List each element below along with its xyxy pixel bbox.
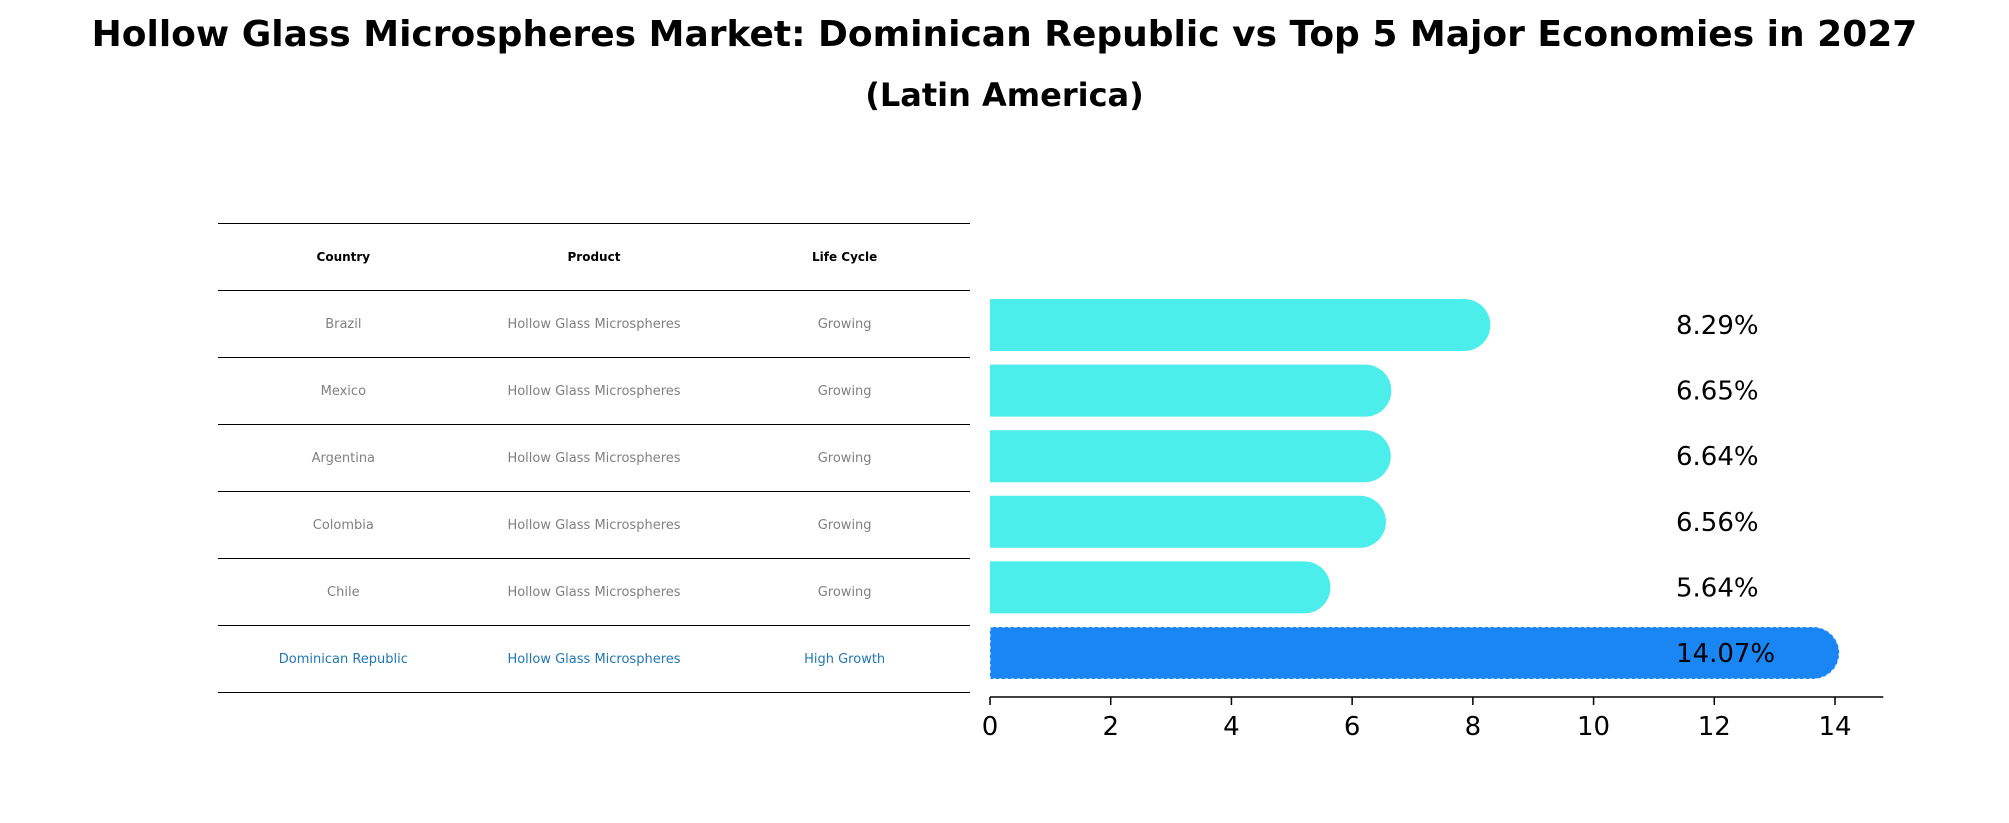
cell-country: Chile xyxy=(327,584,360,600)
bar xyxy=(990,364,1392,417)
cell-life-cycle: High Growth xyxy=(804,651,886,667)
cell-life-cycle: Growing xyxy=(817,316,872,332)
header-product: Product xyxy=(567,250,621,264)
bar xyxy=(990,299,1491,351)
cell-life-cycle: Growing xyxy=(817,383,872,399)
cell-country: Brazil xyxy=(325,316,362,332)
table-row: Mexico Hollow Glass Microspheres Growing xyxy=(218,357,970,424)
cell-life-cycle: Growing xyxy=(817,584,872,600)
chart-subtitle: (Latin America) xyxy=(865,76,1144,114)
bar xyxy=(990,430,1391,483)
x-tick-label: 0 xyxy=(982,712,999,742)
cell-product: Hollow Glass Microspheres xyxy=(507,517,681,533)
bar-value-label: 8.29% xyxy=(1676,311,1759,341)
bar-highlight xyxy=(990,627,1840,679)
table-header-row: Country Product Life Cycle xyxy=(218,223,970,290)
bar-value-label: 6.65% xyxy=(1676,377,1759,407)
cell-country: Argentina xyxy=(311,450,376,466)
x-tick-label: 10 xyxy=(1577,712,1610,742)
bar-highlight-outline xyxy=(989,626,1840,680)
cell-product: Hollow Glass Microspheres xyxy=(507,383,681,399)
table-row: Chile Hollow Glass Microspheres Growing xyxy=(218,558,970,625)
table-row: Colombia Hollow Glass Microspheres Growi… xyxy=(218,491,970,558)
x-tick-label: 14 xyxy=(1818,712,1851,742)
bar-value-label: 6.64% xyxy=(1676,442,1759,472)
x-tick-label: 12 xyxy=(1698,712,1731,742)
cell-life-cycle: Growing xyxy=(817,517,872,533)
header-country: Country xyxy=(316,250,371,264)
bar-value-label: 6.56% xyxy=(1676,508,1759,538)
cell-country: Dominican Republic xyxy=(278,651,408,667)
table-row: Argentina Hollow Glass Microspheres Grow… xyxy=(218,424,970,491)
cell-product: Hollow Glass Microspheres xyxy=(507,651,681,667)
bar-value-label: 5.64% xyxy=(1676,573,1759,603)
x-tick-label: 4 xyxy=(1223,712,1240,742)
cell-country: Mexico xyxy=(320,383,367,399)
bar xyxy=(990,495,1386,548)
bar xyxy=(990,561,1331,614)
header-life-cycle: Life Cycle xyxy=(811,250,878,264)
cell-life-cycle: Growing xyxy=(817,450,872,466)
table-row: Brazil Hollow Glass Microspheres Growing xyxy=(218,290,970,357)
x-tick-label: 6 xyxy=(1344,712,1361,742)
bar-value-label: 14.07% xyxy=(1676,639,1775,669)
chart-title: Hollow Glass Microspheres Market: Domini… xyxy=(91,14,1918,55)
table-row-highlight: Dominican Republic Hollow Glass Microsph… xyxy=(218,625,970,693)
cell-product: Hollow Glass Microspheres xyxy=(507,450,681,466)
x-tick-label: 2 xyxy=(1102,712,1119,742)
cell-country: Colombia xyxy=(312,517,374,533)
cell-product: Hollow Glass Microspheres xyxy=(507,584,681,600)
x-tick-label: 8 xyxy=(1465,712,1482,742)
data-table: Country Product Life Cycle Brazil Hollow… xyxy=(218,223,970,693)
cell-product: Hollow Glass Microspheres xyxy=(507,316,681,332)
